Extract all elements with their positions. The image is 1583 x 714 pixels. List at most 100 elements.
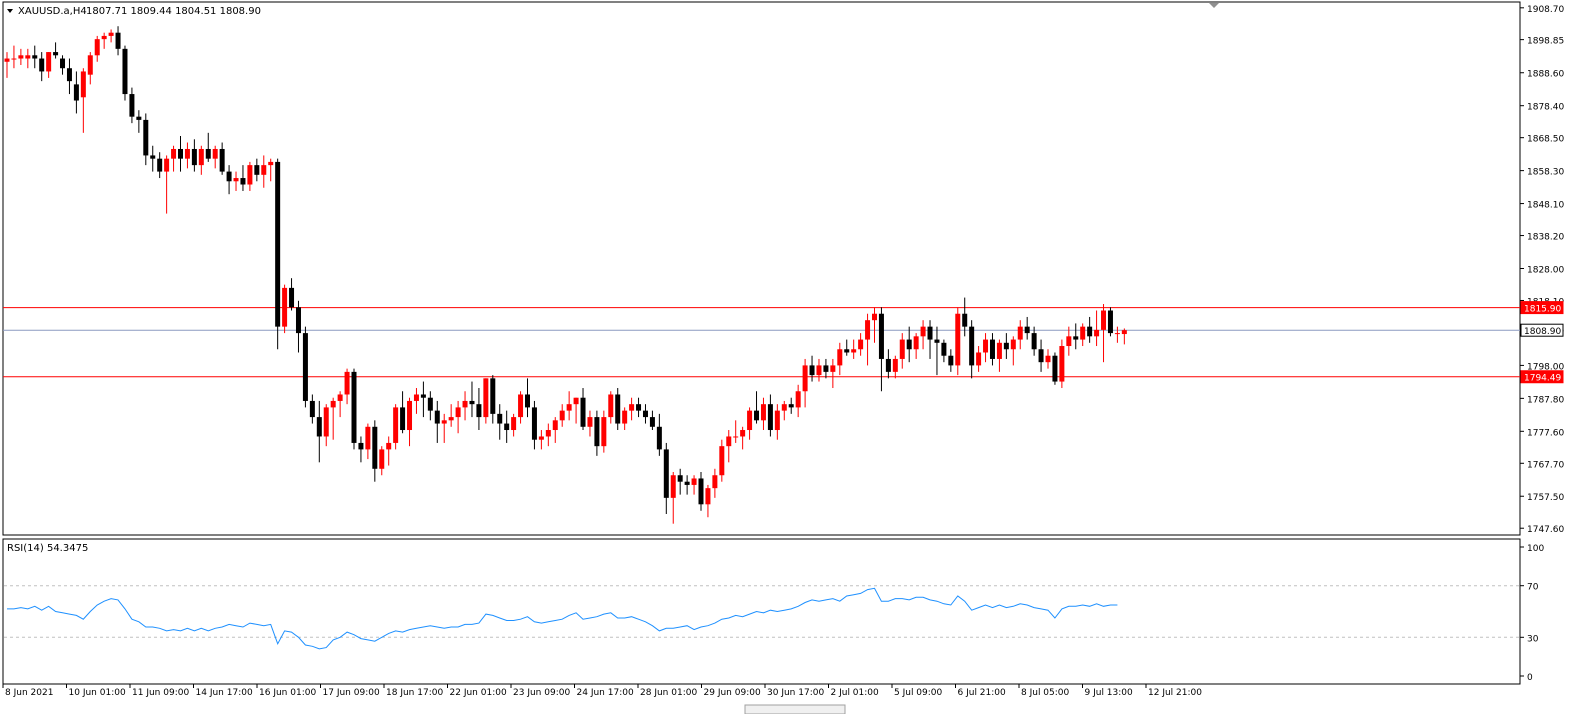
candle — [531, 400, 537, 450]
candle — [1073, 323, 1079, 350]
candle-body — [490, 378, 496, 414]
candle — [448, 404, 454, 427]
candle-body — [844, 349, 850, 353]
resistance-line-label: 1815.90 — [1524, 305, 1561, 315]
candle — [497, 404, 503, 440]
candle — [212, 145, 218, 169]
time-tick-label: 22 Jun 01:00 — [450, 688, 507, 698]
candle — [1087, 316, 1093, 343]
candle-body — [18, 55, 24, 59]
support-line-tag — [1520, 370, 1564, 384]
time-tick-label: 8 Jul 05:00 — [1021, 688, 1070, 698]
time-tick-label: 11 Jun 09:00 — [132, 688, 189, 698]
candle-body — [1038, 349, 1044, 363]
candle-body — [802, 365, 808, 392]
candle — [608, 391, 614, 424]
candle — [629, 397, 635, 421]
candle — [476, 388, 482, 431]
candle — [545, 423, 551, 447]
candle-body — [441, 420, 447, 424]
candle-body — [760, 404, 766, 421]
candle — [587, 410, 593, 437]
candle-body — [309, 400, 315, 418]
candle-body — [642, 410, 648, 418]
candle — [247, 161, 253, 191]
time-tick-label: 30 Jun 17:00 — [767, 688, 824, 698]
candle — [920, 320, 926, 350]
candle-body — [476, 404, 482, 418]
candle — [80, 68, 86, 133]
candle-body — [379, 449, 385, 469]
ohlc-readout: 1807.71 1809.44 1804.51 1808.90 — [86, 6, 261, 17]
price-tick-label: 1828.00 — [1527, 266, 1564, 276]
bottom-scroll-tab[interactable] — [744, 704, 846, 714]
time-tick-label: 17 Jun 09:00 — [323, 688, 380, 698]
candle — [275, 158, 281, 350]
rsi-label: RSI(14) 54.3475 — [7, 543, 88, 554]
chart-shift-marker-icon[interactable] — [1209, 3, 1219, 8]
symbol-label: XAUUSD.a,H4 — [18, 6, 87, 17]
candle-body — [275, 161, 281, 327]
candle — [538, 430, 544, 450]
candle-body — [191, 148, 197, 166]
candle-body — [226, 171, 232, 182]
rsi-tick-label: 0 — [1527, 673, 1533, 683]
candle — [698, 472, 704, 511]
candle-body — [1087, 326, 1093, 337]
candle-body — [393, 407, 399, 443]
candle-body — [962, 313, 968, 327]
candle-body — [32, 55, 38, 59]
candle — [1038, 339, 1044, 372]
candle-body — [351, 371, 357, 443]
candle — [865, 313, 871, 366]
candle — [733, 420, 739, 443]
current-price-line-label: 1808.90 — [1524, 327, 1561, 337]
price-tick-label: 1798.00 — [1527, 362, 1564, 372]
candle-body — [1114, 333, 1120, 335]
price-axis: 1908.70 1898.85 1888.60 1878.40 1868.50 1858.… — [1520, 5, 1564, 535]
candle-body — [920, 326, 926, 337]
candle — [636, 397, 642, 418]
candle — [774, 404, 780, 440]
candle-body — [171, 148, 177, 159]
candle-body — [754, 410, 760, 421]
candle-body — [1031, 333, 1037, 350]
time-tick-label: 24 Jun 17:00 — [577, 688, 634, 698]
price-tick-label: 1757.50 — [1527, 493, 1564, 503]
candle-body — [400, 407, 406, 431]
candle — [809, 355, 815, 382]
candle — [830, 358, 836, 389]
candle — [622, 407, 628, 431]
candle — [712, 468, 718, 498]
candle-body — [885, 358, 891, 372]
candle-body — [809, 365, 815, 376]
candle — [906, 326, 912, 363]
candle-body — [594, 417, 600, 447]
candle — [740, 426, 746, 450]
candle-body — [677, 475, 683, 482]
candle-body — [649, 417, 655, 427]
main-panel-header: XAUUSD.a,H4 1807.71 1809.44 1804.51 1808… — [7, 6, 261, 17]
time-tick-label: 8 Jun 2021 — [5, 688, 53, 698]
candle-body — [622, 410, 628, 424]
candle — [1010, 336, 1016, 366]
candle-body — [733, 436, 739, 438]
candle — [1107, 307, 1113, 337]
candle-body — [289, 287, 295, 308]
candle — [455, 400, 461, 434]
candle — [351, 368, 357, 450]
candle — [129, 87, 135, 124]
candle — [469, 381, 475, 418]
candle — [996, 339, 1002, 372]
candle-body — [358, 442, 364, 450]
candle-body — [178, 148, 183, 159]
candle — [101, 32, 107, 49]
collapse-triangle-icon[interactable] — [7, 9, 13, 13]
candle-body — [969, 326, 975, 366]
candle-body — [629, 404, 635, 411]
candle — [261, 155, 267, 188]
candle — [719, 439, 725, 482]
candle-body — [4, 58, 10, 62]
candle-body — [53, 52, 59, 56]
